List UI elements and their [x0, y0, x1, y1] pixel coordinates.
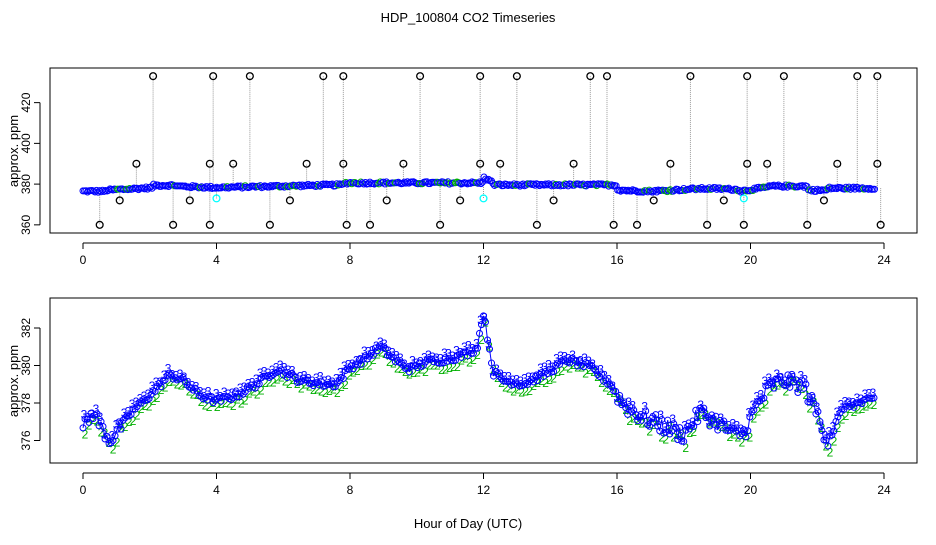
y-tick-label: 420 — [19, 92, 33, 112]
top-flagged-point — [343, 221, 350, 228]
x-tick-label: 0 — [80, 253, 87, 267]
y-tick-label: 378 — [19, 393, 33, 413]
top-flagged-point — [186, 197, 193, 204]
top-flagged-point — [740, 221, 747, 228]
y-tick-label: 400 — [19, 133, 33, 153]
top-flagged-point — [610, 221, 617, 228]
x-tick-label: 16 — [610, 253, 624, 267]
x-tick-label: 8 — [347, 253, 354, 267]
top-plot-frame — [50, 68, 917, 233]
top-flagged-point — [764, 160, 771, 167]
x-tick-label: 8 — [347, 483, 354, 497]
y-tick-label: 380 — [19, 355, 33, 375]
x-tick-label: 12 — [477, 253, 491, 267]
top-flagged-point — [230, 160, 237, 167]
top-flagged-point — [206, 221, 213, 228]
x-axis-label: Hour of Day (UTC) — [414, 516, 522, 531]
top-plot-area: 0 4 8 12 16 20 24 360 380 400 420 — [19, 73, 891, 267]
x-tick-label: 12 — [477, 483, 491, 497]
y-tick-label: 360 — [19, 215, 33, 235]
figure-title: HDP_100804 CO2 Timeseries — [381, 10, 556, 25]
top-flagged-point — [720, 197, 727, 204]
top-flagged-point — [96, 221, 103, 228]
x-tick-label: 24 — [877, 483, 891, 497]
top-flagged-point — [303, 160, 310, 167]
top-flagged-point — [170, 221, 177, 228]
y-tick-label: 382 — [19, 318, 33, 338]
top-flagged-point — [634, 221, 641, 228]
top-flagged-point — [704, 221, 711, 228]
top-flagged-point — [480, 195, 487, 202]
x-tick-label: 20 — [744, 253, 758, 267]
x-tick-label: 0 — [80, 483, 87, 497]
x-tick-label: 24 — [877, 253, 891, 267]
top-flagged-point — [534, 221, 541, 228]
x-tick-label: 4 — [213, 253, 220, 267]
top-flagged-point — [206, 160, 213, 167]
y-tick-label: 376 — [19, 430, 33, 450]
top-flagged-point — [367, 221, 374, 228]
x-tick-label: 16 — [610, 483, 624, 497]
y-tick-label: 380 — [19, 174, 33, 194]
x-tick-label: 20 — [744, 483, 758, 497]
top-flagged-point — [437, 221, 444, 228]
x-tick-label: 4 — [213, 483, 220, 497]
